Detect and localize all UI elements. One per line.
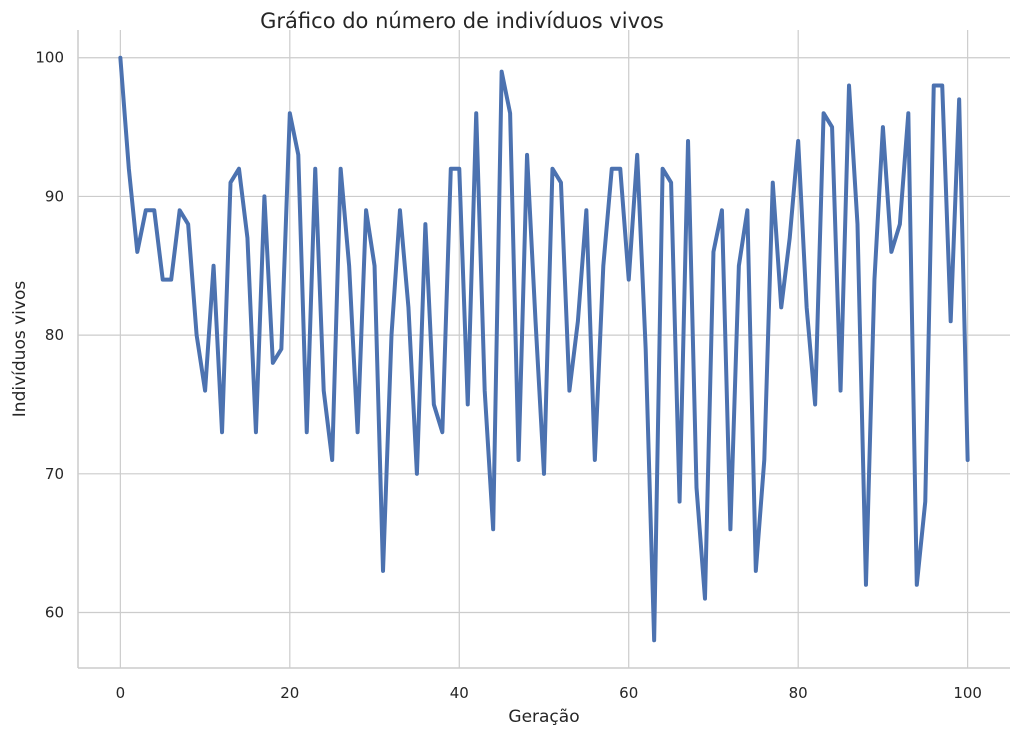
- y-tick-label: 70: [45, 465, 64, 483]
- y-tick-label: 100: [35, 49, 64, 67]
- x-tick-label: 80: [789, 684, 808, 702]
- y-tick-label: 90: [45, 187, 64, 205]
- axes-spines: [77, 30, 1010, 669]
- series: [118, 55, 970, 643]
- y-axis-label: Indivíduos vivos: [10, 281, 30, 418]
- x-tick-label: 40: [450, 684, 469, 702]
- x-tick-label: 60: [619, 684, 638, 702]
- x-axis-label: Geração: [508, 707, 579, 727]
- y-tick-label: 80: [45, 326, 64, 344]
- x-tick-label: 0: [116, 684, 126, 702]
- series-line: [118, 55, 970, 643]
- x-tick-labels: 0 20 40 60 80 100: [116, 684, 982, 702]
- x-tick-label: 20: [280, 684, 299, 702]
- x-tick-label: 100: [953, 684, 982, 702]
- chart-title: Gráfico do número de indivíduos vivos: [260, 9, 664, 33]
- y-tick-label: 60: [45, 604, 64, 622]
- y-tick-labels: 60 70 80 90 100: [35, 49, 64, 622]
